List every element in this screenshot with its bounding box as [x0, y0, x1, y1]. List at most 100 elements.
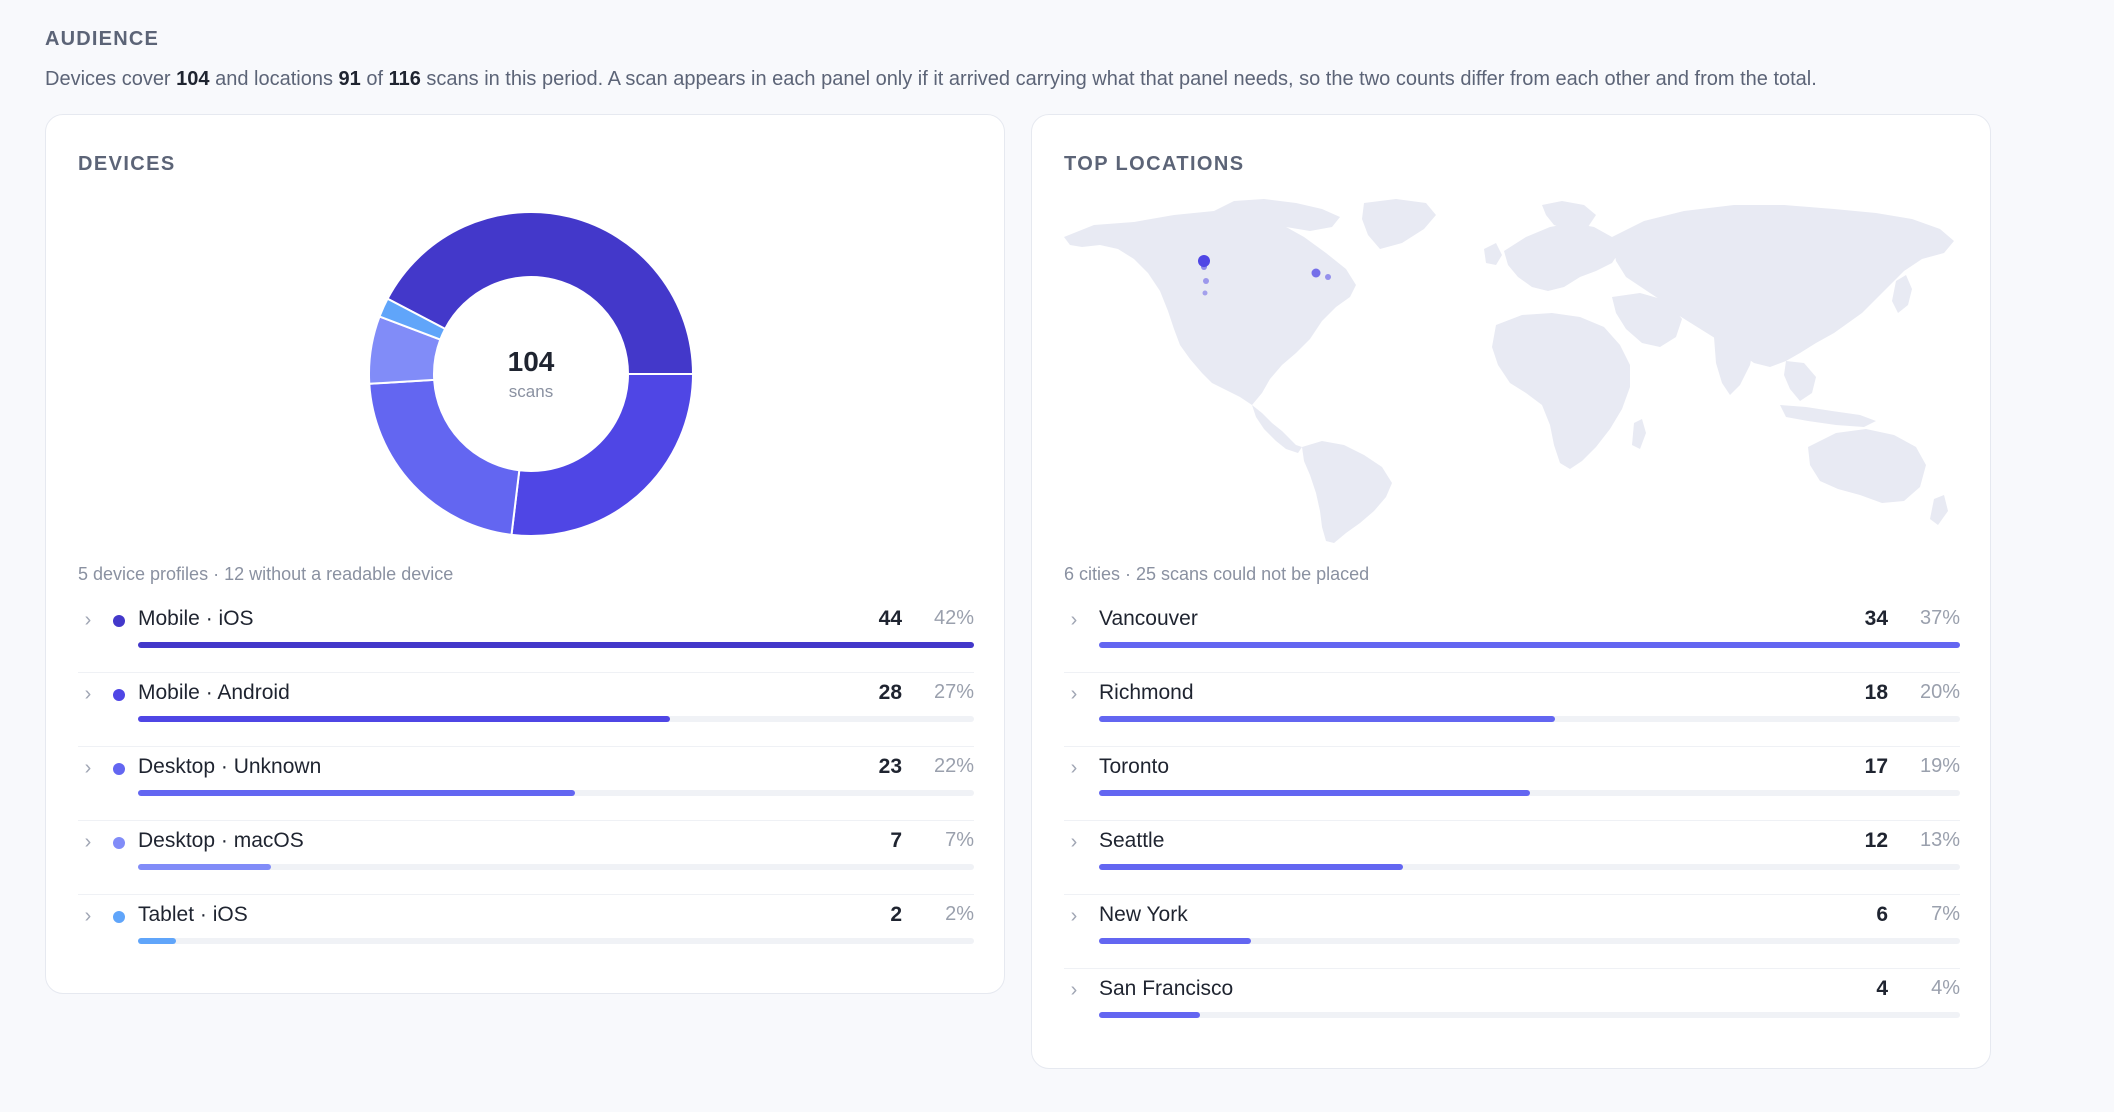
progress-track — [1099, 642, 1960, 648]
map-africa — [1492, 313, 1630, 469]
progress-track — [1099, 790, 1960, 796]
chevron-right-icon[interactable]: › — [84, 683, 92, 705]
total-scan-count: 116 — [388, 68, 421, 90]
donut-segment[interactable] — [510, 373, 695, 537]
devices-donut-chart — [368, 211, 695, 537]
item-label: New York — [1099, 903, 1188, 926]
map-australia — [1808, 429, 1926, 503]
progress-fill — [138, 642, 974, 648]
locations-caption: 6 cities · 25 scans could not be placed — [1064, 564, 1370, 584]
item-count: 23 — [878, 755, 902, 778]
map-southeast-asia — [1784, 361, 1816, 401]
chevron-right-icon[interactable]: › — [84, 609, 92, 631]
color-swatch-icon — [113, 911, 125, 923]
item-percent: 4% — [1931, 977, 1960, 999]
chevron-right-icon[interactable]: › — [1070, 757, 1078, 779]
item-percent: 19% — [1919, 755, 1960, 777]
progress-track — [1099, 716, 1960, 722]
chevron-right-icon[interactable]: › — [1070, 683, 1078, 705]
progress-track — [1099, 864, 1960, 870]
item-percent: 27% — [933, 681, 974, 703]
map-india — [1714, 335, 1754, 395]
item-percent: 7% — [1931, 903, 1960, 925]
chevron-right-icon[interactable]: › — [1070, 831, 1078, 853]
locations-card: TOP LOCATIONS — [1031, 114, 1991, 1069]
audience-description: Devices cover 104 and locations 91 of 11… — [45, 68, 1817, 90]
map-location-marker[interactable] — [1203, 278, 1209, 284]
map-location-marker[interactable] — [1198, 255, 1210, 267]
donut-segment[interactable] — [368, 378, 521, 536]
location-list: › Vancouver 34 37% › Richmond 18 20% › Toronto 17 1… — [1064, 599, 1960, 1043]
map-location-marker[interactable] — [1325, 274, 1331, 280]
list-item[interactable]: › Seattle 12 13% — [1064, 821, 1960, 895]
donut-segment[interactable] — [378, 297, 447, 341]
progress-track — [138, 790, 974, 796]
item-percent: 7% — [945, 829, 974, 851]
item-percent: 22% — [933, 755, 974, 777]
item-count: 12 — [1864, 829, 1888, 852]
progress-fill — [1099, 938, 1251, 944]
chevron-right-icon[interactable]: › — [1070, 905, 1078, 927]
item-label: Desktop · macOS — [138, 829, 304, 852]
map-indonesia — [1780, 405, 1876, 427]
list-item[interactable]: › Toronto 17 19% — [1064, 747, 1960, 821]
list-item[interactable]: › Mobile · iOS 44 42% — [78, 599, 974, 673]
progress-fill — [138, 938, 176, 944]
chevron-right-icon[interactable]: › — [1070, 979, 1078, 1001]
item-count: 17 — [1864, 755, 1888, 778]
chevron-right-icon[interactable]: › — [1070, 609, 1078, 631]
map-location-marker[interactable] — [1202, 290, 1208, 296]
donut-segment[interactable] — [386, 211, 695, 375]
map-madagascar — [1632, 419, 1646, 449]
chevron-right-icon[interactable]: › — [84, 905, 92, 927]
progress-fill — [1099, 716, 1555, 722]
list-item[interactable]: › Mobile · Android 28 27% — [78, 673, 974, 747]
progress-fill — [1099, 864, 1403, 870]
map-location-marker[interactable] — [1201, 264, 1207, 270]
item-label: Mobile · Android — [138, 681, 290, 704]
item-percent: 2% — [945, 903, 974, 925]
progress-track — [138, 938, 974, 944]
devices-caption: 5 device profiles · 12 without a readabl… — [78, 564, 454, 584]
map-scandinavia — [1542, 201, 1596, 231]
list-item[interactable]: › New York 6 7% — [1064, 895, 1960, 969]
list-item[interactable]: › Vancouver 34 37% — [1064, 599, 1960, 673]
chevron-right-icon[interactable]: › — [84, 831, 92, 853]
progress-fill — [1099, 642, 1960, 648]
item-count: 2 — [890, 903, 902, 926]
item-count: 6 — [1876, 903, 1888, 926]
progress-fill — [138, 864, 271, 870]
item-label: Mobile · iOS — [138, 607, 254, 630]
list-item[interactable]: › Tablet · iOS 2 2% — [78, 895, 974, 969]
progress-fill — [1099, 1012, 1201, 1018]
devices-card: DEVICES 104 scans 5 device profiles · 12… — [45, 114, 1005, 994]
item-count: 4 — [1876, 977, 1888, 1000]
list-item[interactable]: › Richmond 18 20% — [1064, 673, 1960, 747]
world-map — [1064, 199, 1954, 543]
list-item[interactable]: › San Francisco 4 4% — [1064, 969, 1960, 1043]
item-label: Seattle — [1099, 829, 1165, 852]
device-list: › Mobile · iOS 44 42% › Mobile · Android 28 27%… — [78, 599, 974, 969]
chevron-right-icon[interactable]: › — [84, 757, 92, 779]
progress-track — [1099, 938, 1960, 944]
progress-fill — [138, 790, 575, 796]
item-count: 44 — [878, 607, 902, 630]
progress-track — [138, 642, 974, 648]
map-new-zealand — [1930, 495, 1948, 525]
color-swatch-icon — [113, 837, 125, 849]
item-count: 34 — [1864, 607, 1888, 630]
map-europe — [1504, 223, 1620, 291]
devices-card-title: DEVICES — [78, 153, 176, 175]
map-middle-east — [1612, 293, 1682, 347]
list-item[interactable]: › Desktop · Unknown 23 22% — [78, 747, 974, 821]
list-item[interactable]: › Desktop · macOS 7 7% — [78, 821, 974, 895]
progress-fill — [1099, 790, 1530, 796]
item-label: Tablet · iOS — [138, 903, 248, 926]
color-swatch-icon — [113, 615, 125, 627]
map-japan — [1892, 275, 1912, 313]
item-label: Toronto — [1099, 755, 1170, 778]
item-percent: 42% — [933, 607, 974, 629]
item-percent: 13% — [1919, 829, 1960, 851]
devices-scan-count: 104 — [176, 68, 210, 90]
map-location-marker[interactable] — [1311, 268, 1321, 278]
